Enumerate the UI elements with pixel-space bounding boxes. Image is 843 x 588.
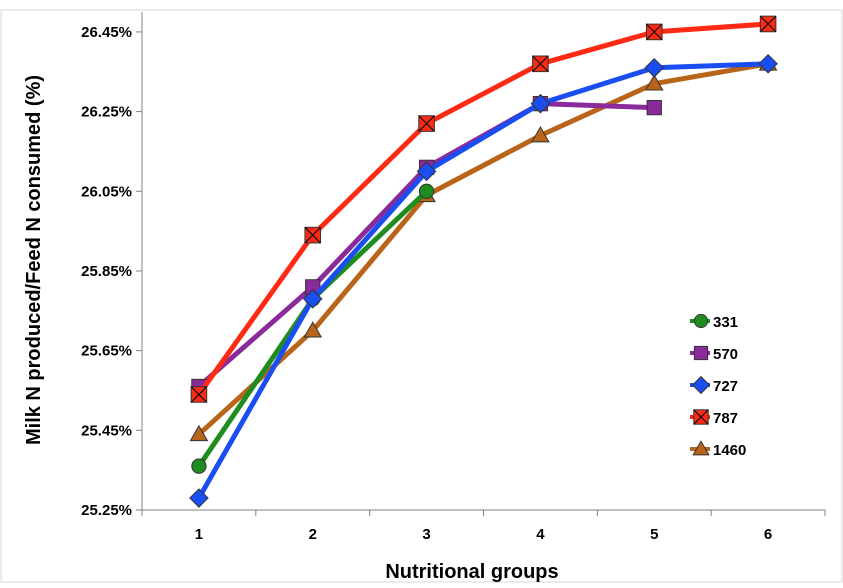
- data-point: [189, 424, 209, 442]
- x-tick-label: 5: [650, 526, 658, 543]
- data-point: [416, 161, 437, 182]
- series-line: [197, 61, 769, 437]
- legend-item: 787: [690, 409, 738, 427]
- data-point: [530, 93, 551, 114]
- y-tick-label: 26.45%: [81, 24, 132, 41]
- legend-label: 727: [713, 378, 738, 395]
- legend-marker: [691, 375, 711, 395]
- data-point: [646, 99, 662, 116]
- y-axis-title: Milk N produced/Feed N consumed (%): [23, 75, 45, 445]
- data-point: [418, 183, 435, 199]
- data-point: [191, 458, 207, 474]
- y-tick-label: 26.05%: [81, 183, 132, 200]
- legend-label: 787: [713, 410, 738, 427]
- data-point: [189, 488, 209, 508]
- data-point: [644, 57, 665, 78]
- axes: 25.25% 25.45% 25.65% 25.85% 26.05% 26.25% 26.4…: [81, 12, 826, 543]
- series-1460: [189, 54, 778, 442]
- y-tick-label: 25.25%: [81, 502, 132, 519]
- chart-border: [0, 9, 843, 583]
- y-tick-label: 26.25%: [81, 104, 132, 121]
- y-tick-label: 25.65%: [81, 343, 132, 360]
- series-line: [196, 61, 769, 500]
- y-tick-label: 25.45%: [81, 422, 132, 439]
- x-axis-title: Nutritional groups: [385, 561, 558, 583]
- x-tick-label: 1: [195, 526, 203, 543]
- legend-label: 1460: [713, 442, 746, 459]
- legend-item: 1460: [690, 440, 746, 459]
- legend-marker: [693, 313, 709, 329]
- legend-item: 727: [690, 375, 738, 395]
- legend-marker: [693, 345, 709, 361]
- series-787: [190, 15, 777, 403]
- data-point: [758, 53, 778, 74]
- x-tick-label: 2: [309, 526, 317, 543]
- data-point: [418, 115, 435, 132]
- y-tick-label: 25.85%: [81, 263, 132, 280]
- x-tick-label: 4: [536, 526, 545, 543]
- x-tick-label: 6: [764, 526, 772, 543]
- data-point: [644, 74, 664, 91]
- series-line: [197, 101, 655, 389]
- legend-label: 570: [713, 346, 738, 363]
- data-point: [303, 321, 323, 338]
- data-point: [645, 23, 663, 41]
- legend-marker: [693, 409, 709, 425]
- legend: 331 570 727 787 1460: [690, 313, 746, 459]
- legend-item: 570: [690, 345, 738, 363]
- data-point: [190, 386, 208, 403]
- series-layer: [189, 15, 778, 508]
- data-point: [304, 226, 322, 244]
- data-point: [302, 289, 323, 309]
- legend-item: 331: [690, 313, 738, 331]
- data-point: [759, 15, 777, 33]
- legend-label: 331: [713, 314, 738, 331]
- series-570: [191, 95, 662, 395]
- x-tick-label: 3: [422, 526, 430, 543]
- series-727: [189, 53, 778, 508]
- data-point: [531, 126, 550, 143]
- legend-marker: [692, 440, 710, 456]
- series-line: [196, 21, 769, 396]
- data-point: [532, 55, 549, 73]
